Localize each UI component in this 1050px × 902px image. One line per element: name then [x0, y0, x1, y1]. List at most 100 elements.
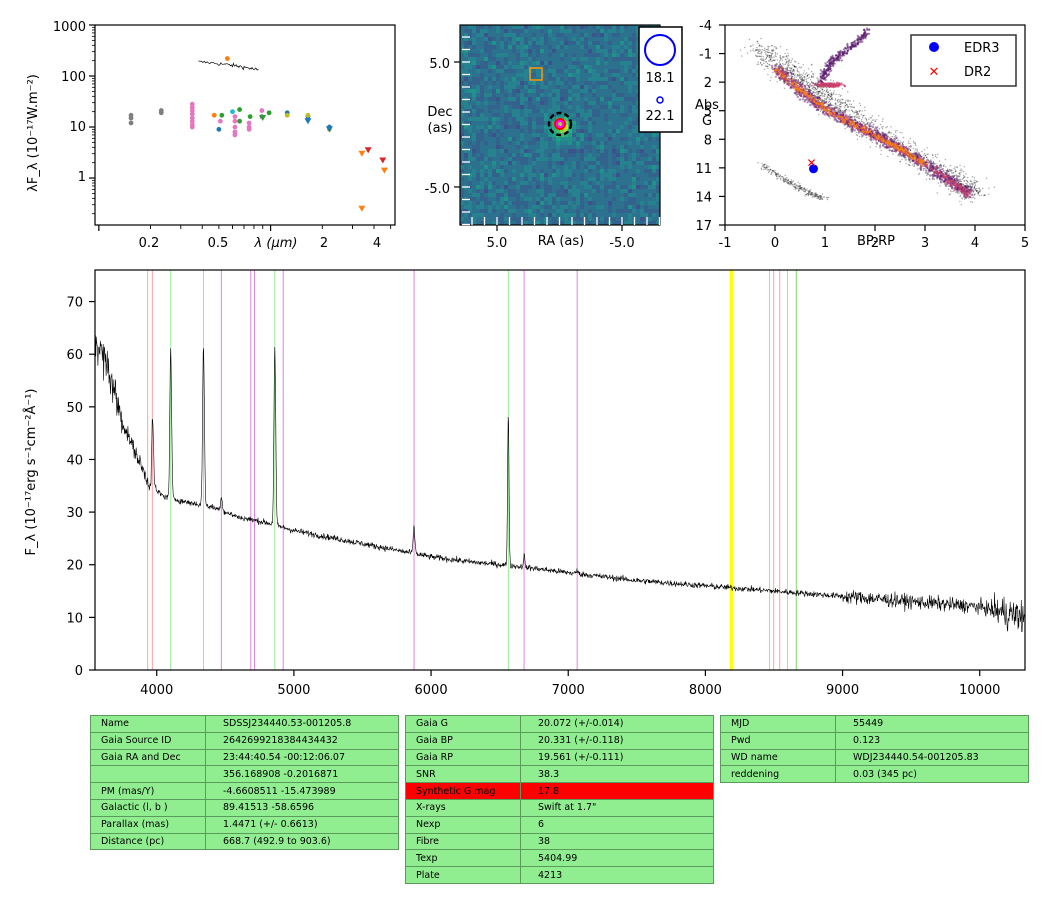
spectrum-x-tick-label: 5000 [277, 683, 310, 698]
info-table-key: Distance (pc) [90, 832, 206, 851]
info-table-row: Name SDSSJ234440.53-001205.8 [90, 715, 399, 733]
spectrum-y-tick-label: 50 [66, 401, 83, 416]
sed-photometry-point [259, 108, 265, 113]
info-table-key: Gaia BP [405, 731, 521, 750]
sed-y-tick-1000: 1000 [53, 20, 86, 35]
info-table-value: 23:44:40.54 -00:12:06.07 [205, 748, 399, 767]
info-table-row: WD name WDJ234440.54-001205.83 [720, 748, 1029, 767]
info-table-row: Plate 4213 [405, 866, 714, 884]
sed-upper-limit-marker [358, 150, 366, 157]
spectrum-axes-frame [94, 269, 1026, 671]
info-table-row: Gaia Source ID 2642699218384434432 [90, 731, 399, 750]
sed-upper-limit-marker [304, 118, 312, 125]
image-x-tick-5: 5.0 [487, 236, 508, 251]
info-table-value: 19.561 (+/-0.111) [520, 748, 714, 767]
spectrum-line [95, 335, 1025, 633]
hrd-legend-dr2: DR2 [964, 65, 991, 80]
info-table-key: PM (mas/Y) [90, 782, 206, 800]
legend-small-circle-icon [656, 96, 664, 104]
hrd-y-label-1: Abs [695, 98, 719, 113]
legend-edr3-marker-icon [929, 42, 939, 52]
info-table-value: -4.6608511 -15.473989 [205, 782, 399, 800]
sed-photometry-point [128, 112, 134, 118]
sed-axes-frame [94, 24, 396, 226]
sed-photometry-point [232, 114, 238, 120]
hrd-y-label-2: G [702, 114, 712, 129]
info-table-middle: Gaia G 20.072 (+/-0.014) Gaia BP 20.331 (+/… [405, 715, 714, 884]
info-table-row: reddening 0.03 (345 pc) [720, 765, 1029, 784]
hrd-x-tick-label: 3 [921, 236, 929, 251]
image-x-axis-label: RA (as) [538, 234, 584, 249]
info-table-row: Synthetic G mag 17.8 [405, 782, 714, 800]
sed-photometry-point [158, 108, 164, 113]
spectrum-y-tick-label: 0 [75, 664, 83, 679]
image-y-tick-m5: -5.0 [425, 182, 450, 197]
info-table-key: MJD [720, 715, 836, 733]
sed-photometry-point [189, 118, 195, 124]
image-legend: 18.1 22.1 [638, 26, 683, 133]
hrd-x-tick-label: 2 [871, 236, 879, 251]
image-panel: 5.0 -5.0 Dec (as) 5.0 -5.0 RA (as) 18.1 … [425, 24, 683, 251]
info-table-key: Galactic (l, b ) [90, 798, 206, 817]
sed-y-tick-10: 10 [69, 120, 86, 135]
info-table-key: Plate [405, 866, 521, 884]
image-y-label-1: Dec [427, 105, 452, 120]
image-gaia-box-marker [529, 67, 543, 81]
sed-photometry-point [128, 120, 134, 126]
info-table-value: 55449 [835, 715, 1029, 733]
sed-photometry-point [237, 118, 242, 124]
info-table-value: 1.4471 (+/- 0.6613) [205, 815, 399, 834]
sed-photometry-point [237, 107, 242, 112]
spectrum-x-tick-label: 10000 [959, 683, 1000, 698]
info-table-row: Fibre 38 [405, 832, 714, 851]
info-table-value: 4213 [520, 866, 714, 884]
hrd-y-tick-label: 2 [704, 76, 712, 91]
sed-photometry-point [189, 111, 195, 117]
hrd-x-tick-label: 1 [821, 236, 829, 251]
info-table-row: Gaia RP 19.561 (+/-0.111) [405, 748, 714, 767]
info-table-row: Galactic (l, b ) 89.41513 -58.6596 [90, 798, 399, 817]
info-table-key: Fibre [405, 832, 521, 851]
info-table-row: 356.168908 -0.2016871 [90, 765, 399, 784]
info-table-value: 89.41513 -58.6596 [205, 798, 399, 817]
sed-photometry-point [211, 112, 217, 118]
info-table-key: X-rays [405, 798, 521, 817]
info-table-value: 20.331 (+/-0.118) [520, 731, 714, 750]
info-table-row: Parallax (mas) 1.4471 (+/- 0.6613) [90, 815, 399, 834]
sed-x-tick-4: 4 [373, 236, 381, 251]
spectrum-y-tick-label: 20 [66, 559, 83, 574]
image-x-tick-m5: -5.0 [609, 236, 634, 251]
sed-photometry-point [219, 112, 225, 118]
sed-upper-limit-marker [325, 126, 333, 133]
sed-photometry-point [232, 118, 238, 124]
info-table-value: 0.03 (345 pc) [835, 765, 1029, 784]
spectrum-panel: 4000 5000 6000 7000 8000 9000 10000 0 10 20 30 40 50… [23, 269, 1026, 698]
info-table-row: Pwd 0.123 [720, 731, 1029, 750]
sed-x-tick-0.2: 0.2 [139, 236, 160, 251]
info-table-key: Gaia RP [405, 748, 521, 767]
sed-x-tick-2: 2 [320, 236, 328, 251]
sed-photometry-point [247, 114, 253, 120]
sed-photometry-point [217, 118, 223, 124]
info-table-row: SNR 38.3 [405, 765, 714, 784]
info-table-value: 5404.99 [520, 849, 714, 868]
sed-photometry-point [189, 124, 195, 130]
sed-x-axis-label: λ (μm) [254, 236, 298, 251]
image-y-tick-5: 5.0 [429, 57, 450, 72]
info-table-key: Name [90, 715, 206, 733]
hrd-y-tick-label: 5 [704, 105, 712, 120]
info-table-value: 0.123 [835, 731, 1029, 750]
spectrum-x-tick-label: 7000 [552, 683, 585, 698]
info-table-value: SDSSJ234440.53-001205.8 [205, 715, 399, 733]
sed-y-axis-label: λF_λ (10⁻¹⁷W.m⁻²) [26, 74, 41, 192]
image-legend-mag-1: 18.1 [646, 71, 675, 86]
sed-y-tick-1: 1 [78, 170, 86, 185]
sed-photometry-point [284, 112, 290, 118]
info-table-value: 38.3 [520, 765, 714, 784]
sed-upper-limit-marker [364, 147, 372, 154]
info-table-left: Name SDSSJ234440.53-001205.8 Gaia Source I… [90, 715, 399, 851]
hrd-x-tick-label: 5 [1021, 236, 1029, 251]
info-table-row: Texp 5404.99 [405, 849, 714, 868]
hrd-y-tick-label: 11 [695, 162, 712, 177]
info-table-key: SNR [405, 765, 521, 784]
